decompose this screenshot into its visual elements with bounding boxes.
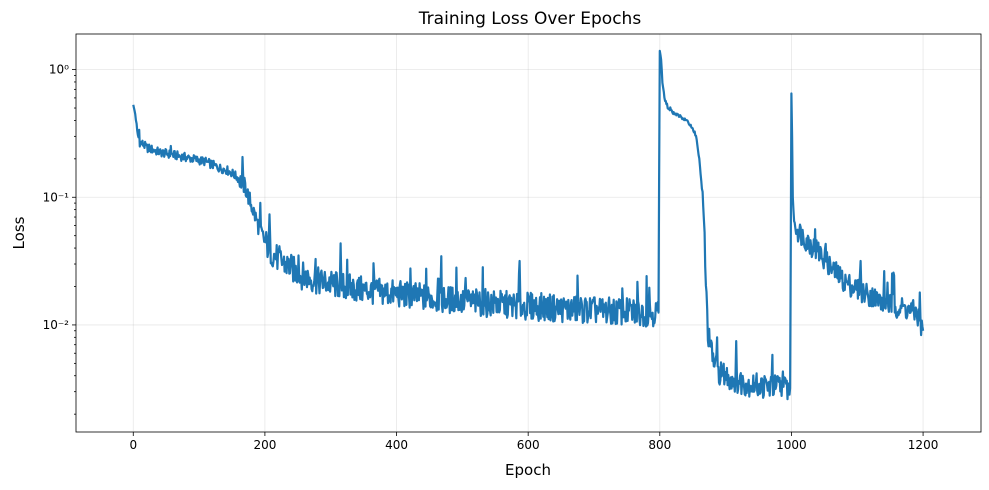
y-tick-label: 10⁰ [49,63,69,77]
y-axis-title: Loss [10,216,28,249]
x-tick-label: 600 [517,438,540,452]
x-axis-title: Epoch [505,461,551,479]
x-tick-label: 800 [648,438,671,452]
grid [76,34,981,432]
x-axis: 0 200 400 600 800 1000 1200 [129,432,938,452]
chart-title: Training Loss Over Epochs [418,9,642,29]
x-tick-label: 400 [385,438,408,452]
x-tick-label: 0 [129,438,137,452]
x-tick-label: 1000 [776,438,807,452]
x-tick-label: 1200 [908,438,939,452]
x-tick-label: 200 [253,438,276,452]
y-tick-label: 10⁻² [43,318,70,332]
y-tick-label: 10⁻¹ [43,190,70,204]
y-axis: 10⁻² 10⁻¹ 10⁰ [43,63,76,415]
series-layer [132,49,925,401]
loss-series-line [132,49,925,401]
